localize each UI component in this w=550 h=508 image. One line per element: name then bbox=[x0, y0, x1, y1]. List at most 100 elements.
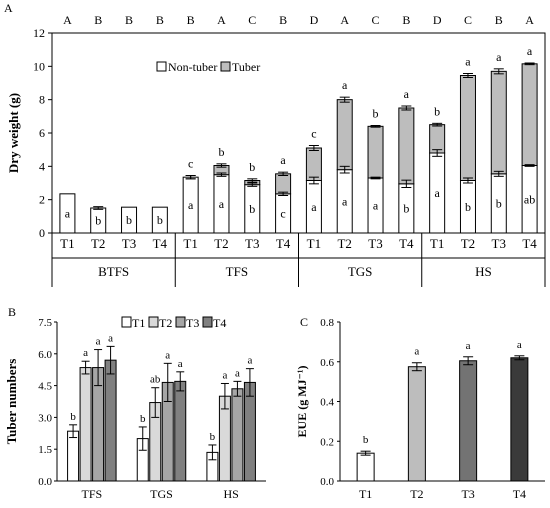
top-letter: B bbox=[279, 13, 287, 27]
top-letter: B bbox=[125, 13, 133, 27]
nontuber-letter: c bbox=[280, 206, 285, 220]
total-letter: a bbox=[496, 50, 502, 64]
x-tick-label: T2 bbox=[214, 236, 228, 251]
legend-swatch bbox=[175, 316, 186, 328]
y-tick-label: 10 bbox=[33, 59, 45, 73]
sig-letter: a bbox=[466, 340, 471, 352]
sig-letter: a bbox=[96, 336, 101, 348]
x-tick-label: TGS bbox=[150, 487, 173, 501]
panel-label: C bbox=[300, 315, 308, 329]
sig-letter: a bbox=[108, 332, 113, 344]
x-tick-label: T2 bbox=[461, 236, 475, 251]
nontuber-letter: b bbox=[157, 213, 163, 227]
y-tick-label: 0.4 bbox=[320, 397, 334, 409]
sig-letter: ab bbox=[150, 374, 161, 386]
nontuber-letter: b bbox=[465, 200, 471, 214]
nontuber-letter: a bbox=[342, 194, 348, 208]
x-tick-label: T1 bbox=[60, 236, 74, 251]
bar-t2 bbox=[79, 367, 92, 482]
legend-label: T3 bbox=[186, 316, 199, 330]
top-letter: A bbox=[340, 13, 349, 27]
sig-letter: a bbox=[235, 367, 240, 379]
x-tick-label: T4 bbox=[399, 236, 414, 251]
top-letter: A bbox=[217, 13, 226, 27]
x-tick-label: T1 bbox=[307, 236, 321, 251]
bar-t4 bbox=[104, 359, 117, 482]
bar-tuber bbox=[367, 125, 384, 179]
y-axis-title: Dry weight (g) bbox=[6, 93, 21, 173]
sig-letter: a bbox=[247, 355, 252, 367]
total-letter: b bbox=[249, 160, 255, 174]
sig-letter: a bbox=[178, 358, 183, 370]
top-letter: B bbox=[156, 13, 164, 27]
bar-t4 bbox=[510, 357, 529, 482]
x-tick-label: T1 bbox=[359, 487, 372, 501]
nontuber-letter: a bbox=[188, 198, 194, 212]
total-letter: a bbox=[465, 55, 471, 69]
y-tick-label: 6.0 bbox=[38, 349, 52, 361]
y-tick-label: 8 bbox=[39, 93, 45, 107]
top-letter: B bbox=[495, 13, 503, 27]
panel-label: B bbox=[8, 305, 16, 319]
y-tick-label: 0.0 bbox=[320, 476, 334, 488]
bar-t2 bbox=[407, 366, 426, 482]
top-letter: C bbox=[464, 13, 472, 27]
panel-label: A bbox=[4, 1, 13, 15]
total-letter: b bbox=[218, 145, 224, 159]
top-letter: C bbox=[248, 13, 256, 27]
sig-letter: b bbox=[70, 411, 76, 423]
group-label: HS bbox=[475, 264, 492, 279]
top-letter: B bbox=[187, 13, 195, 27]
y-tick-label: 0.0 bbox=[38, 476, 52, 488]
bar-t1 bbox=[356, 452, 375, 482]
y-tick-label: 3.0 bbox=[38, 412, 52, 424]
x-tick-label: TFS bbox=[81, 487, 102, 501]
legend-label-tuber: Tuber bbox=[232, 60, 260, 74]
legend-swatch-nontuber bbox=[156, 61, 167, 72]
legend-label-nontuber: Non-tuber bbox=[168, 60, 217, 74]
top-letter: D bbox=[433, 13, 442, 27]
bar-t4 bbox=[243, 381, 256, 482]
top-letter: C bbox=[372, 13, 380, 27]
sig-letter: a bbox=[517, 339, 522, 351]
legend-swatch bbox=[202, 316, 213, 328]
sig-letter: a bbox=[165, 349, 170, 361]
y-tick-label: 12 bbox=[33, 26, 45, 40]
total-letter: a bbox=[280, 153, 286, 167]
x-tick-label: T3 bbox=[368, 236, 382, 251]
bar-tuber bbox=[336, 99, 353, 171]
total-letter: c bbox=[311, 127, 316, 141]
x-tick-label: T3 bbox=[245, 236, 259, 251]
sig-letter: b bbox=[363, 434, 369, 446]
y-tick-label: 4.5 bbox=[38, 381, 52, 393]
y-tick-label: 6 bbox=[39, 126, 45, 140]
x-tick-label: HS bbox=[223, 487, 238, 501]
total-letter: a bbox=[527, 44, 533, 58]
bar-nontuber bbox=[59, 193, 76, 234]
x-tick-label: T2 bbox=[91, 236, 105, 251]
x-tick-label: T4 bbox=[513, 487, 526, 501]
bar-tuber bbox=[429, 124, 446, 154]
x-tick-label: T4 bbox=[153, 236, 168, 251]
y-tick-label: 1.5 bbox=[38, 444, 52, 456]
y-axis-title: Tuber numbers bbox=[4, 359, 19, 445]
nontuber-letter: a bbox=[65, 206, 71, 220]
legend-label: T4 bbox=[213, 316, 226, 330]
nontuber-letter: b bbox=[403, 201, 409, 215]
group-label: TFS bbox=[226, 264, 248, 279]
total-letter: a bbox=[342, 78, 348, 92]
y-tick-label: 0.2 bbox=[320, 436, 334, 448]
bar-tuber bbox=[459, 75, 476, 181]
y-tick-label: 0 bbox=[39, 226, 45, 240]
bar-nontuber bbox=[121, 206, 138, 234]
top-letter: B bbox=[94, 13, 102, 27]
sig-letter: a bbox=[222, 369, 227, 381]
nontuber-letter: b bbox=[496, 196, 502, 210]
sig-letter: a bbox=[414, 346, 419, 358]
x-tick-label: T1 bbox=[183, 236, 197, 251]
nontuber-letter: b bbox=[126, 213, 132, 227]
x-tick-label: T4 bbox=[522, 236, 537, 251]
bar-t4 bbox=[174, 380, 187, 482]
